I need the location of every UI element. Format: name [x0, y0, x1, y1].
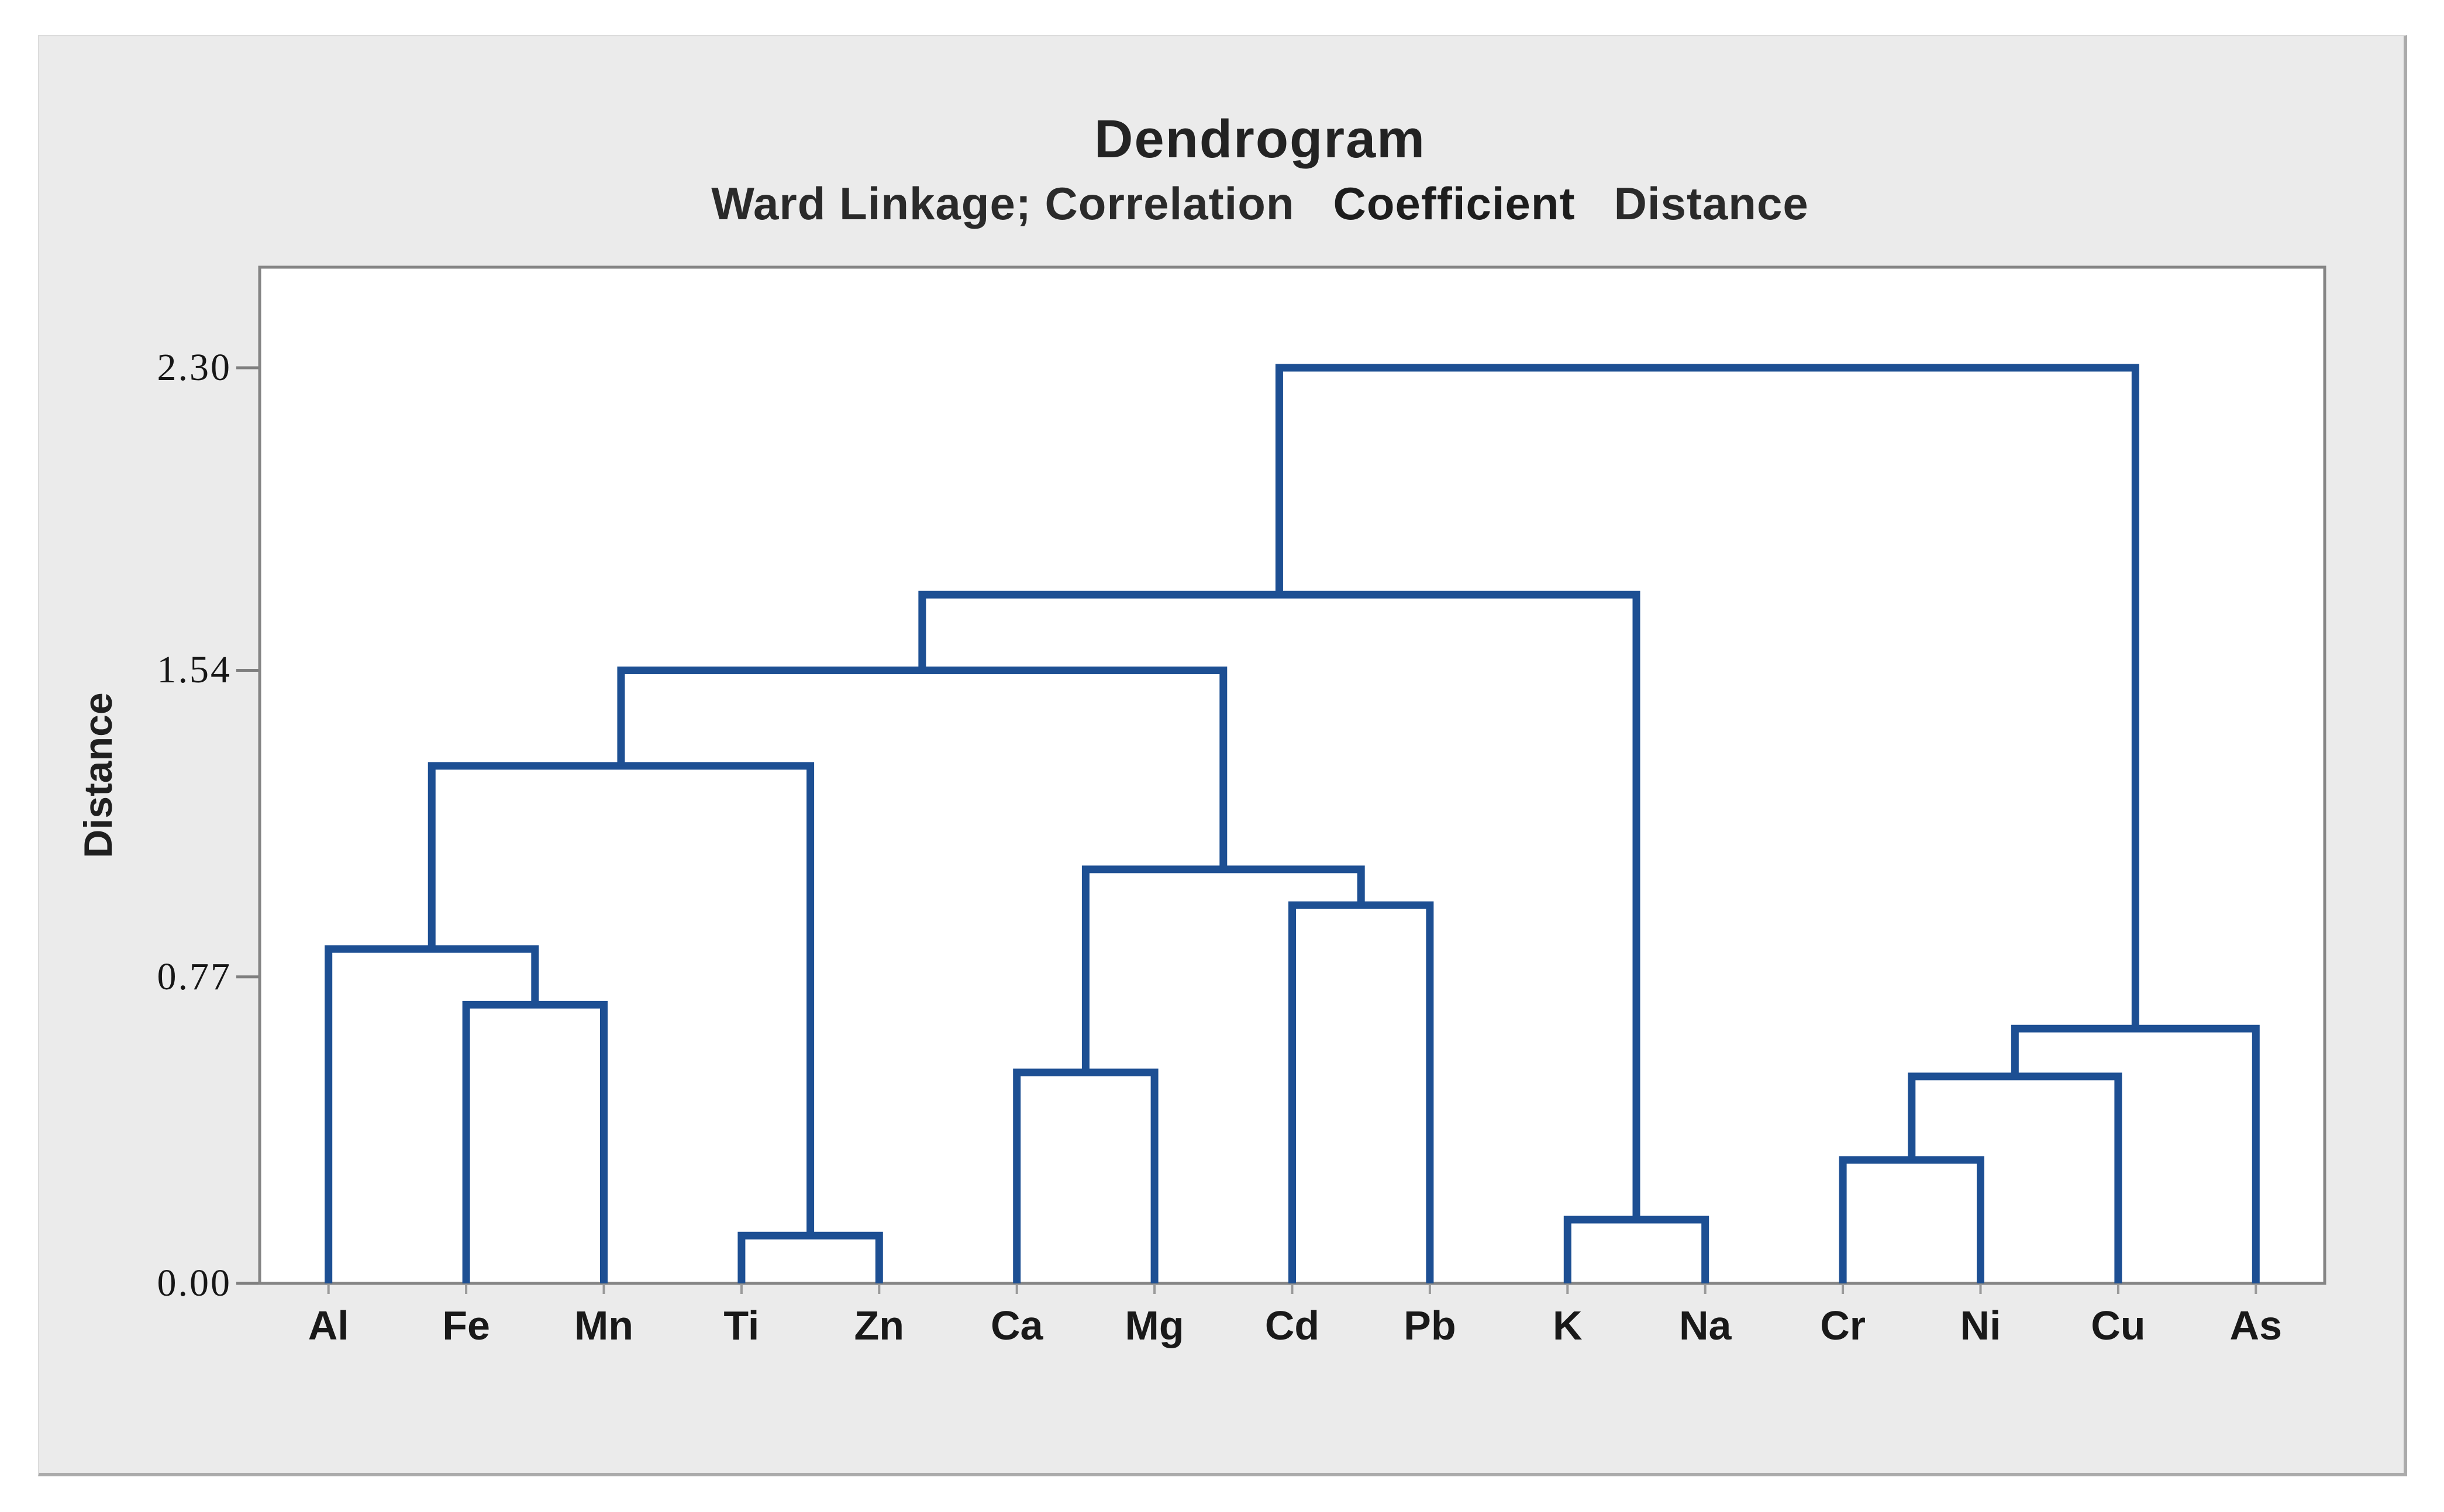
x-leaf-label-Ca: Ca [990, 1303, 1043, 1348]
x-leaf-label-Pb: Pb [1404, 1303, 1456, 1348]
dendrogram-link [325, 945, 539, 1283]
x-leaf-label-Ni: Ni [1960, 1303, 2001, 1348]
dendrogram-link [1275, 364, 2139, 1029]
y-tick-label: 1.54 [157, 648, 232, 692]
y-tick-label: 2.30 [157, 346, 232, 389]
x-leaf-label-As: As [2229, 1303, 2283, 1348]
dendrogram-link [1081, 865, 1365, 1073]
chart-subtitle: Ward Linkage; Correlation Coefficient Di… [76, 177, 2444, 230]
subtitle-part-linkage: Ward Linkage; Correlation [711, 177, 1295, 229]
dendrogram-link [1908, 1072, 2122, 1283]
x-leaf-label-Al: Al [308, 1303, 349, 1348]
x-leaf-label-Ti: Ti [723, 1303, 760, 1348]
x-leaf-label-Mn: Mn [574, 1303, 634, 1348]
subtitle-part-distance: Distance [1614, 177, 1809, 229]
dendrogram-link [737, 1231, 883, 1283]
x-leaf-label-Cr: Cr [1820, 1303, 1866, 1348]
x-leaf-label-Na: Na [1678, 1303, 1732, 1348]
x-leaf-label-Mg: Mg [1125, 1303, 1184, 1348]
y-tick-label: 0.77 [157, 955, 232, 998]
x-leaf-label-Fe: Fe [442, 1303, 490, 1348]
x-leaf-label-Cd: Cd [1264, 1303, 1320, 1348]
x-leaf-label-K: K [1553, 1303, 1583, 1348]
x-axis-tick-marks [327, 1285, 2257, 1294]
dendrogram-link [918, 591, 1640, 1220]
x-leaf-label-Zn: Zn [854, 1303, 905, 1348]
dendrogram-link [1013, 1068, 1159, 1283]
dendrogram-links [325, 364, 2260, 1283]
dendrogram-link [428, 762, 815, 1236]
x-leaf-label-Cu: Cu [2091, 1303, 2146, 1348]
subtitle-part-coefficient: Coefficient [1333, 177, 1576, 229]
y-tick-label: 0.00 [157, 1262, 232, 1304]
chart-title: Dendrogram [1094, 109, 1426, 169]
y-axis-tick-marks [236, 366, 258, 1285]
